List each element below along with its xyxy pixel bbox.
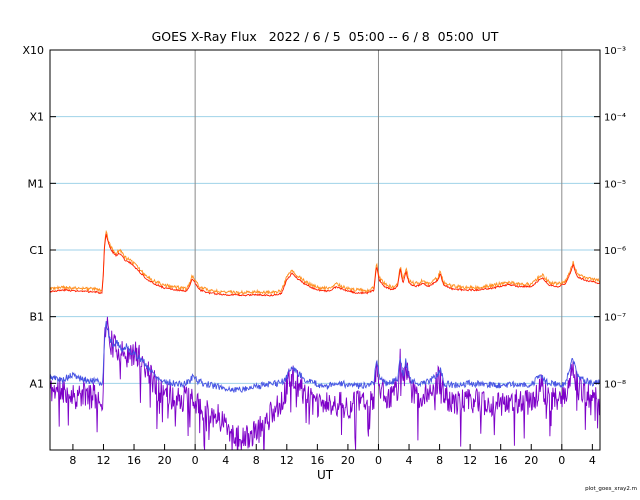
x-tick-label: 4 [589, 454, 596, 467]
flare-class-label: X10 [22, 44, 44, 57]
x-tick-label: 20 [524, 454, 538, 467]
series-short-xray-purple [50, 316, 600, 450]
chart-title: GOES X-Ray Flux 2022 / 6 / 5 05:00 -- 6 … [152, 29, 499, 44]
series-long-xray-red [50, 233, 600, 297]
flare-class-label: C1 [29, 244, 44, 257]
watermark: plot_goes_xray2.m [585, 486, 637, 492]
series-layer [50, 229, 600, 450]
x-tick-label: 8 [253, 454, 260, 467]
series-long-xray-orange [50, 229, 600, 296]
flux-power-label: 10⁻⁷ [604, 313, 626, 324]
flare-class-label: B1 [29, 311, 44, 324]
x-tick-label: 20 [158, 454, 172, 467]
x-tick-label: 0 [558, 454, 565, 467]
axes-layer: 8 12 16 20 0 4 8 12 16 20 0 4 8 12 16 20 0 4 X10 X1 M1 C1 B1 A1… [22, 44, 626, 467]
x-tick-label: 4 [222, 454, 229, 467]
x-tick-label: 16 [127, 454, 141, 467]
x-tick-label: 12 [96, 454, 110, 467]
flux-power-label: 10⁻⁸ [604, 379, 626, 390]
x-tick-label: 12 [463, 454, 477, 467]
flare-class-label: X1 [29, 111, 44, 124]
flux-power-label: 10⁻⁵ [604, 179, 626, 190]
flux-power-label: 10⁻³ [604, 46, 626, 57]
x-tick-label: 20 [341, 454, 355, 467]
x-tick-label: 16 [310, 454, 324, 467]
flare-class-label: M1 [28, 177, 45, 190]
flux-power-label: 10⁻⁴ [604, 113, 626, 124]
x-tick-label: 0 [192, 454, 199, 467]
x-tick-label: 8 [69, 454, 76, 467]
flux-power-label: 10⁻⁶ [604, 246, 626, 257]
x-tick-label: 4 [406, 454, 413, 467]
x-tick-label: 16 [494, 454, 508, 467]
x-axis-label: UT [317, 468, 334, 482]
x-tick-label: 12 [280, 454, 294, 467]
grid-layer [50, 50, 600, 450]
x-tick-label: 0 [375, 454, 382, 467]
flare-class-label: A1 [29, 377, 44, 390]
x-tick-label: 8 [436, 454, 443, 467]
series-short-xray-blue [50, 321, 600, 393]
